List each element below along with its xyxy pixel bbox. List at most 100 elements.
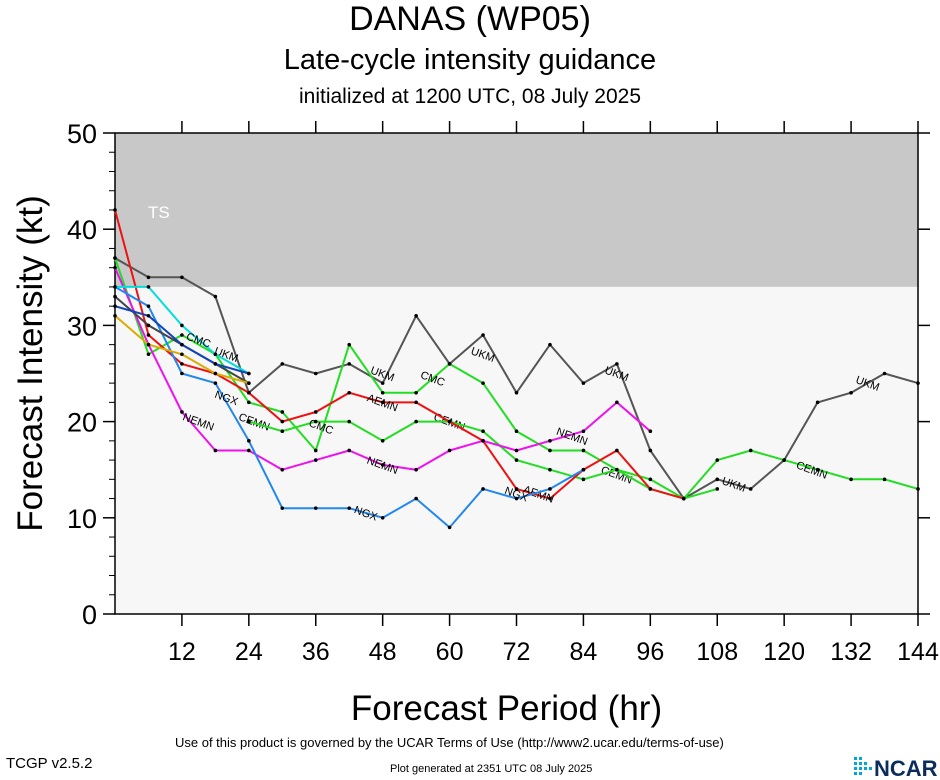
data-point (247, 448, 251, 453)
data-point (581, 381, 586, 385)
data-point (748, 448, 753, 453)
data-point (916, 381, 920, 385)
data-point (213, 448, 218, 453)
data-point (414, 400, 418, 405)
data-point (748, 487, 753, 491)
data-point (280, 506, 285, 510)
data-point (280, 429, 285, 434)
data-point (882, 371, 887, 376)
ncar-logo: NCAR (854, 756, 938, 780)
data-point (548, 448, 552, 453)
chart-subtitle: Late-cycle intensity guidance (283, 44, 657, 76)
series-gfs (113, 304, 251, 376)
generated-timestamp: Plot generated at 2351 UTC 08 July 2025 (390, 763, 593, 775)
data-point (113, 285, 117, 289)
chart-title: DANAS (WP05) (349, 0, 591, 38)
data-point (447, 525, 452, 530)
data-point (514, 448, 519, 453)
data-point (548, 487, 552, 491)
data-point (548, 439, 552, 443)
data-point (414, 419, 418, 424)
data-point (514, 487, 519, 491)
data-point (247, 439, 251, 443)
data-point (815, 467, 820, 472)
data-point (313, 419, 318, 424)
series-ship (113, 313, 251, 385)
data-point (882, 477, 887, 482)
x-tick-label: 108 (696, 638, 738, 666)
data-point (380, 390, 385, 395)
y-tick-label: 0 (82, 600, 97, 630)
y-tick-label: 20 (67, 408, 97, 438)
data-point (849, 477, 853, 482)
y-axis-label: Forecast Intensity (kt) (11, 195, 50, 531)
data-point (313, 448, 318, 453)
data-point (113, 304, 117, 308)
data-point (146, 275, 151, 280)
data-point (347, 419, 352, 424)
data-point (146, 313, 151, 318)
data-point (280, 467, 285, 472)
data-point (782, 458, 786, 462)
data-point (447, 448, 452, 453)
x-tick-label: 36 (302, 638, 330, 666)
data-point (548, 342, 552, 347)
data-point (247, 381, 251, 385)
data-point (247, 390, 251, 395)
data-point (180, 323, 184, 328)
x-tick-label: 72 (503, 638, 531, 666)
data-point (347, 362, 352, 366)
data-point (247, 419, 251, 424)
data-point (347, 448, 352, 453)
data-point (514, 496, 519, 501)
data-point (146, 304, 151, 308)
data-point (648, 429, 653, 434)
x-tick-label: 96 (636, 638, 664, 666)
data-point (414, 496, 418, 501)
data-point (514, 429, 519, 434)
y-tick-label: 40 (67, 215, 97, 245)
y-tick-label: 50 (67, 119, 97, 149)
data-point (113, 208, 117, 212)
data-point (681, 496, 686, 501)
x-tick-label: 144 (897, 638, 939, 666)
data-point (414, 313, 418, 318)
data-point (180, 275, 184, 280)
data-point (648, 487, 653, 491)
data-point (113, 313, 117, 318)
data-point (313, 506, 318, 510)
data-point (615, 362, 619, 366)
data-point (280, 362, 285, 366)
data-point (213, 362, 218, 366)
data-point (213, 381, 218, 385)
data-point (347, 390, 352, 395)
data-point (247, 400, 251, 405)
data-point (715, 458, 720, 462)
data-point (313, 410, 318, 414)
data-point (514, 458, 519, 462)
data-point (481, 429, 485, 434)
data-point (414, 467, 418, 472)
data-point (581, 477, 586, 482)
data-point (581, 448, 586, 453)
data-point (380, 400, 385, 405)
x-tick-label: 60 (436, 638, 464, 666)
x-axis-label: Forecast Period (hr) (351, 689, 662, 728)
data-point (280, 419, 285, 424)
data-point (380, 516, 385, 520)
data-point (380, 381, 385, 385)
data-point (280, 410, 285, 414)
data-point (146, 323, 151, 328)
data-point (615, 467, 619, 472)
data-point (481, 333, 485, 337)
data-point (648, 477, 653, 482)
data-point (916, 487, 920, 491)
data-point (146, 285, 151, 289)
data-point (615, 448, 619, 453)
data-point (548, 496, 552, 501)
data-point (213, 352, 218, 357)
data-point (447, 362, 452, 366)
data-point (146, 342, 151, 347)
intensity-band-0 (115, 133, 918, 287)
